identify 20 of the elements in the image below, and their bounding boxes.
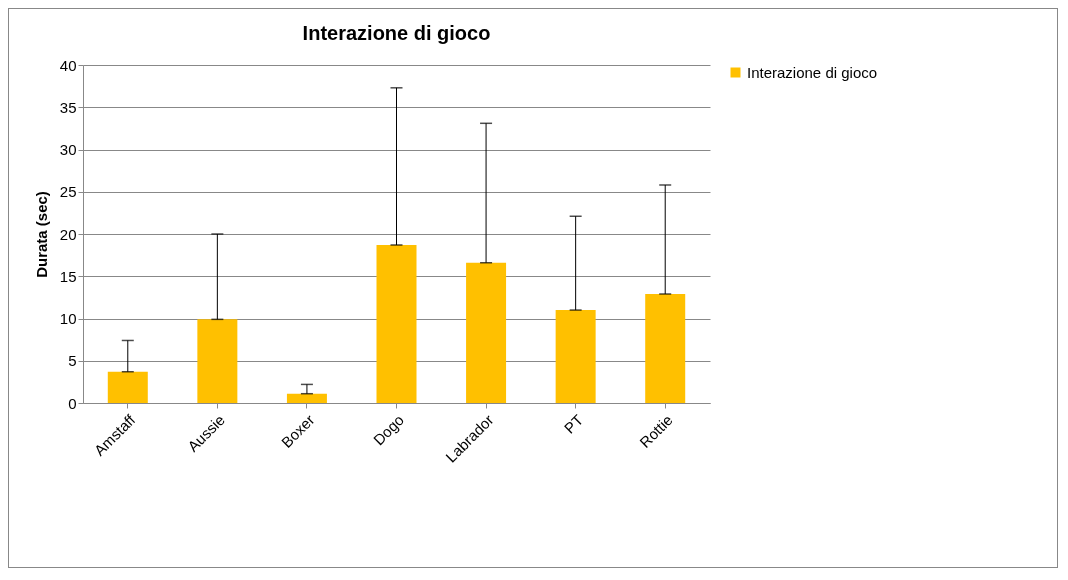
bar	[466, 262, 507, 403]
y-tick-label: 15	[59, 267, 77, 285]
bar	[376, 244, 417, 403]
x-tick-label: PT	[560, 411, 587, 437]
bar	[555, 310, 596, 403]
bar	[286, 393, 327, 403]
bar	[107, 371, 148, 403]
y-tick-label: 20	[59, 225, 77, 243]
y-axis-title: Durata (sec)	[32, 191, 50, 278]
legend-label: Interazione di gioco	[747, 63, 878, 81]
y-tick-label: 30	[59, 141, 77, 158]
y-tick-label: 35	[59, 98, 77, 116]
bar	[197, 319, 238, 403]
chart-title: Interazione di gioco	[302, 22, 491, 44]
y-tick-label: 10	[59, 310, 77, 327]
y-tick-label: 0	[68, 394, 77, 412]
y-tick-label: 40	[59, 56, 77, 74]
y-tick-label: 5	[68, 352, 77, 370]
bar	[645, 294, 686, 403]
y-tick-label: 25	[59, 183, 77, 201]
